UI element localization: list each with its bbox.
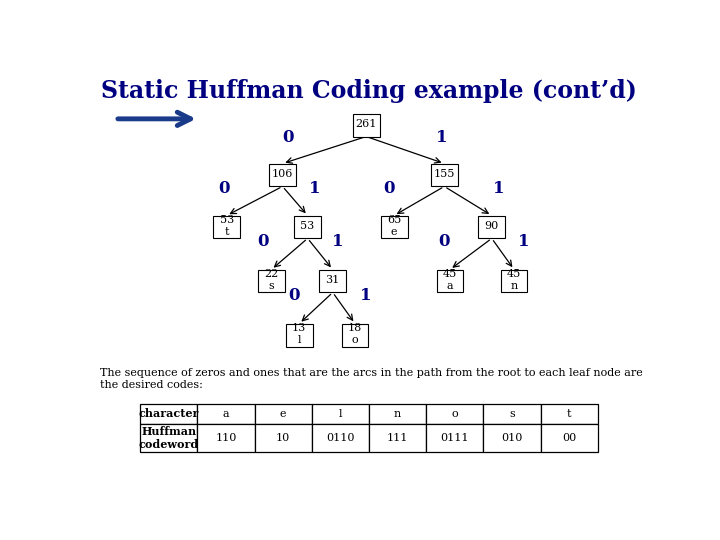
Text: 261: 261 [356, 119, 377, 129]
Bar [353, 113, 379, 137]
Text: 0: 0 [288, 287, 300, 304]
Text: 155: 155 [433, 168, 455, 179]
Text: 111: 111 [387, 433, 408, 443]
Text: 13
l: 13 l [292, 323, 307, 345]
Text: e: e [280, 409, 287, 419]
Text: 45
n: 45 n [507, 269, 521, 291]
Text: 0: 0 [438, 233, 450, 250]
Text: 0: 0 [282, 129, 294, 146]
Text: 31: 31 [325, 275, 340, 285]
Text: 110: 110 [215, 433, 237, 443]
Bar [312, 424, 369, 452]
Bar [255, 424, 312, 452]
Text: 1: 1 [333, 233, 343, 250]
Text: 22
s: 22 s [264, 269, 279, 291]
Text: n: n [394, 409, 401, 419]
Bar [294, 215, 321, 238]
Bar [426, 404, 483, 424]
Text: 10: 10 [276, 433, 290, 443]
Text: The sequence of zeros and ones that are the arcs in the path from the root to ea: The sequence of zeros and ones that are … [100, 368, 643, 390]
Text: 1: 1 [436, 129, 447, 146]
Bar [140, 404, 197, 424]
Bar [426, 424, 483, 452]
Bar [500, 269, 528, 293]
Text: 106: 106 [272, 168, 293, 179]
Bar [197, 424, 255, 452]
Text: 53
t: 53 t [220, 215, 234, 237]
Bar [541, 424, 598, 452]
Text: 53: 53 [300, 221, 315, 231]
Text: o: o [451, 409, 458, 419]
Bar [140, 424, 197, 452]
Text: 45
a: 45 a [443, 269, 457, 291]
Bar [258, 269, 284, 293]
Bar [286, 323, 312, 347]
Text: a: a [222, 409, 230, 419]
Text: 1: 1 [518, 233, 530, 250]
Text: 65
e: 65 e [387, 215, 401, 237]
Text: 0111: 0111 [441, 433, 469, 443]
Bar [436, 269, 463, 293]
Text: 1: 1 [309, 180, 320, 197]
Bar [483, 424, 541, 452]
Bar [369, 424, 426, 452]
Text: Static Huffman Coding example (cont’d): Static Huffman Coding example (cont’d) [101, 79, 637, 103]
Bar [541, 404, 598, 424]
Text: 1: 1 [493, 180, 505, 197]
Text: 00: 00 [562, 433, 576, 443]
Bar [431, 164, 458, 186]
Text: 0110: 0110 [326, 433, 355, 443]
Bar [269, 164, 296, 186]
Text: 1: 1 [361, 287, 372, 304]
Bar [320, 269, 346, 293]
Bar [213, 215, 240, 238]
Text: character: character [139, 408, 199, 419]
Bar [483, 404, 541, 424]
Text: 18
o: 18 o [348, 323, 362, 345]
Bar [342, 323, 369, 347]
Bar [312, 404, 369, 424]
Bar [197, 404, 255, 424]
Bar [369, 404, 426, 424]
Bar [255, 404, 312, 424]
Text: 010: 010 [501, 433, 523, 443]
Text: 0: 0 [218, 180, 230, 197]
Text: 0: 0 [383, 180, 395, 197]
Text: l: l [338, 409, 342, 419]
Text: Huffman
codeword: Huffman codeword [139, 426, 199, 450]
Text: 90: 90 [485, 221, 499, 231]
Text: t: t [567, 409, 572, 419]
Text: 0: 0 [257, 233, 269, 250]
Text: s: s [509, 409, 515, 419]
Bar [381, 215, 408, 238]
Bar [478, 215, 505, 238]
